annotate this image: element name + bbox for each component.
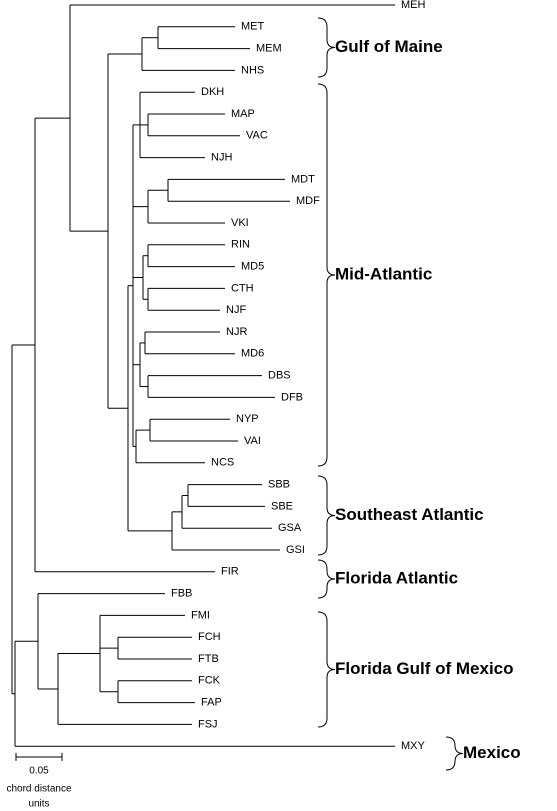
leaf-label: FAP	[201, 697, 222, 709]
leaf-label: MD6	[241, 348, 264, 360]
leaf-label: VAI	[244, 435, 261, 447]
leaf-label: NCS	[211, 457, 234, 469]
leaf-label: MEH	[401, 0, 426, 11]
brace	[317, 611, 336, 728]
group-label: Southeast Atlantic	[335, 505, 484, 524]
leaf-label: NYP	[236, 413, 259, 425]
leaf-label: NJR	[226, 326, 247, 338]
brace	[317, 475, 336, 556]
brace	[317, 559, 336, 599]
leaf-label: NHS	[241, 64, 264, 76]
leaf-label: CTH	[231, 282, 254, 294]
leaf-label: FCH	[198, 631, 221, 643]
leaf-label: MD5	[241, 261, 264, 273]
leaf-label: MAP	[231, 108, 255, 120]
leaf-label: NJF	[226, 304, 246, 316]
brace	[317, 17, 336, 78]
scale-unit: chord distance	[6, 784, 71, 795]
leaf-label: FMI	[191, 609, 210, 621]
leaf-label: MDF	[296, 195, 320, 207]
scale-unit: units	[28, 799, 49, 810]
leaf-label: MET	[241, 21, 265, 33]
group-label: Mexico	[463, 743, 521, 762]
leaf-label: MDT	[291, 173, 315, 185]
leaf-label: GSA	[278, 522, 302, 534]
leaf-label: FTB	[198, 653, 219, 665]
leaf-label: DBS	[268, 370, 291, 382]
leaf-label: FCK	[198, 675, 221, 687]
scale-value: 0.05	[29, 766, 49, 777]
brace	[317, 83, 336, 467]
leaf-label: NJH	[211, 152, 232, 164]
leaf-label: FSJ	[198, 718, 218, 730]
group-label: Florida Atlantic	[335, 568, 458, 587]
leaf-label: SBB	[268, 479, 290, 491]
leaf-label: SBE	[271, 500, 293, 512]
group-label: Florida Gulf of Mexico	[335, 659, 514, 678]
group-label: Mid-Atlantic	[335, 264, 432, 283]
leaf-label: DKH	[201, 86, 224, 98]
leaf-label: FBB	[171, 588, 192, 600]
leaf-label: VAC	[246, 130, 268, 142]
leaf-label: MEM	[256, 43, 282, 55]
leaf-label: FIR	[221, 566, 239, 578]
group-label: Gulf of Maine	[335, 37, 443, 56]
leaf-label: GSI	[286, 544, 305, 556]
leaf-label: RIN	[231, 239, 250, 251]
leaf-label: DFB	[281, 391, 303, 403]
brace	[445, 736, 464, 771]
leaf-label: VKI	[231, 217, 249, 229]
leaf-label: MXY	[401, 740, 426, 752]
